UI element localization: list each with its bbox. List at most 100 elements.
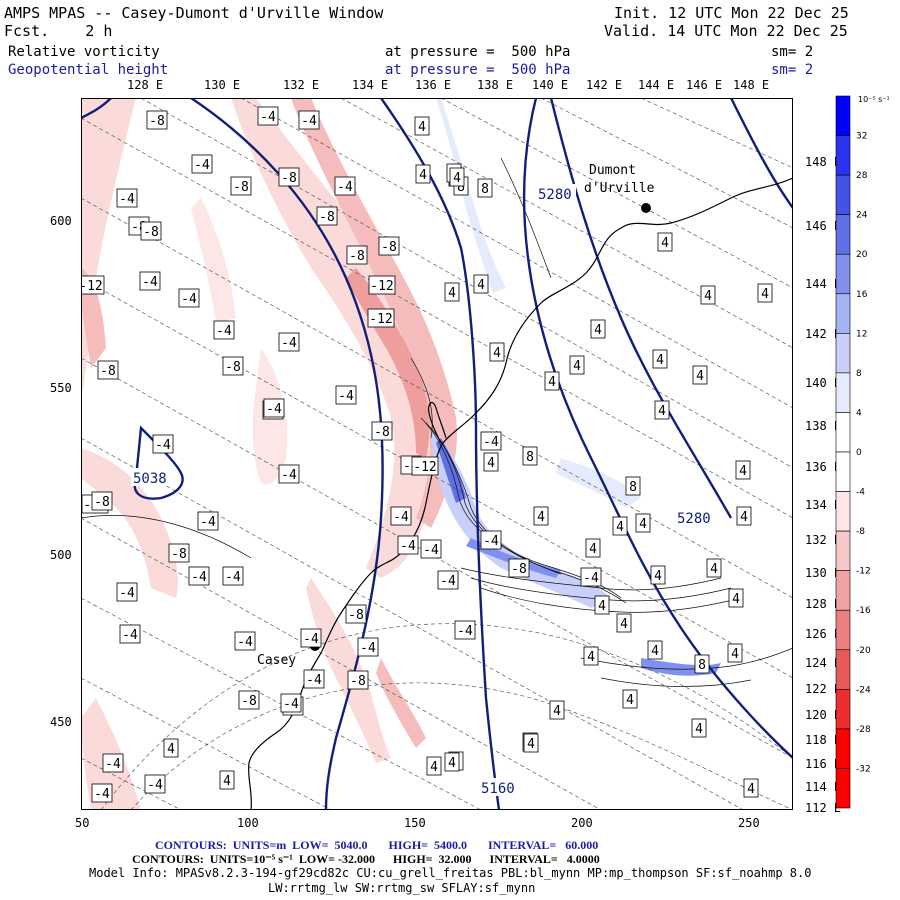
colorbar-swatch xyxy=(835,293,851,334)
svg-text:4: 4 xyxy=(639,517,647,532)
vorticity-contour-label: 4 xyxy=(473,274,489,294)
vorticity-contour-label: -8 xyxy=(346,245,368,265)
forecast-hour: Fcst. 2 h xyxy=(4,22,113,40)
right-lon-label: 124 E xyxy=(805,656,842,670)
top-lon-label: 146 E xyxy=(686,78,723,92)
model-info: Model Info: MPASv8.2.3-194-gf29cd82c CU:… xyxy=(89,866,812,880)
y-tick-label: 450 xyxy=(50,715,72,729)
right-lon-label: 140 E xyxy=(805,376,842,390)
svg-text:-8: -8 xyxy=(100,364,116,379)
top-lon-label: 138 E xyxy=(477,78,514,92)
vorticity-contour-label: 4 xyxy=(728,588,744,608)
svg-text:4: 4 xyxy=(651,644,659,659)
right-lon-label: 116 E xyxy=(805,757,842,771)
svg-text:4: 4 xyxy=(658,404,666,419)
vorticity-contour-label: -4 xyxy=(191,154,213,174)
svg-text:-4: -4 xyxy=(191,570,207,585)
svg-text:-8: -8 xyxy=(350,674,366,689)
svg-text:4: 4 xyxy=(710,562,718,577)
right-lon-label: 126 E xyxy=(805,627,842,641)
colorbar-unit-label: 10⁻⁵ s⁻¹ xyxy=(858,95,890,104)
top-lon-label: 132 E xyxy=(283,78,320,92)
vorticity-contour-label: 4 xyxy=(583,646,599,666)
vorticity-contour-label: -8 xyxy=(230,176,252,196)
vorticity-contour-label: -4 xyxy=(390,506,412,526)
svg-text:-8: -8 xyxy=(241,694,257,709)
x-tick-label: 50 xyxy=(75,816,90,830)
svg-text:4: 4 xyxy=(731,647,739,662)
top-lon-label: 130 E xyxy=(204,78,241,92)
svg-text:-4: -4 xyxy=(583,571,599,586)
svg-text:4: 4 xyxy=(696,369,704,384)
svg-text:4: 4 xyxy=(654,569,662,584)
colorbar-tick-label: 28 xyxy=(856,171,868,181)
colorbar-tick-label: 32 xyxy=(856,132,867,142)
svg-text:4: 4 xyxy=(527,737,535,752)
vorticity-contour-label: 4 xyxy=(657,232,673,252)
dumont-station-marker xyxy=(641,203,651,213)
right-lon-label: 138 E xyxy=(805,419,842,433)
height-contour-info: CONTOURS: UNITS=m LOW= 5040.0 HIGH= 5400… xyxy=(155,838,599,852)
svg-text:-4: -4 xyxy=(483,534,499,549)
window-title: AMPS MPAS -- Casey-Dumont d'Urville Wind… xyxy=(4,4,384,22)
svg-text:-4: -4 xyxy=(225,570,241,585)
vorticity-contour-label: 4 xyxy=(414,116,430,136)
vorticity-contour-label: 8 xyxy=(694,654,710,674)
vorticity-contour-label: 4 xyxy=(654,400,670,420)
svg-text:4: 4 xyxy=(448,286,456,301)
svg-text:-8: -8 xyxy=(348,608,364,623)
svg-text:4: 4 xyxy=(493,346,501,361)
svg-text:-4: -4 xyxy=(155,438,171,453)
top-lon-label: 148 E xyxy=(733,78,770,92)
svg-text:-4: -4 xyxy=(266,402,282,417)
svg-text:-8: -8 xyxy=(349,249,365,264)
svg-text:4: 4 xyxy=(594,323,602,338)
vorticity-contour-label: 4 xyxy=(163,738,179,758)
right-lon-label: 122 E xyxy=(805,682,842,696)
vorticity-contour-label: 4 xyxy=(569,355,585,375)
svg-text:-4: -4 xyxy=(338,389,354,404)
svg-text:4: 4 xyxy=(448,756,456,771)
pressure-level-vorticity: at pressure = 500 hPa xyxy=(385,44,571,60)
vorticity-contour-label: -4 xyxy=(454,620,476,640)
right-lon-label: 132 E xyxy=(805,533,842,547)
vorticity-contour-label: -12 xyxy=(81,275,105,295)
y-tick-label: 500 xyxy=(50,548,72,562)
geopotential-height-contours xyxy=(81,98,793,810)
colorbar-swatch xyxy=(835,530,851,571)
vorticity-contour-label: -4 xyxy=(116,582,138,602)
vorticity-contour-label: 4 xyxy=(700,285,716,305)
svg-text:-8: -8 xyxy=(233,180,249,195)
y-tick-label: 600 xyxy=(50,214,72,228)
svg-text:4: 4 xyxy=(573,359,581,374)
vorticity-contour-label: 4 xyxy=(652,349,668,369)
vorticity-contour-label: 4 xyxy=(590,319,606,339)
svg-text:-4: -4 xyxy=(303,632,319,647)
smoothing-vorticity: sm= 2 xyxy=(771,44,814,60)
svg-text:-8: -8 xyxy=(281,171,297,186)
vorticity-contour-label: -4 xyxy=(278,464,300,484)
x-tick-label: 100 xyxy=(237,816,259,830)
svg-text:4: 4 xyxy=(537,510,545,525)
svg-text:-4: -4 xyxy=(440,574,456,589)
svg-text:-4: -4 xyxy=(260,110,276,125)
svg-text:-4: -4 xyxy=(337,180,353,195)
x-tick-label: 200 xyxy=(571,816,593,830)
colorbar-tick-label: 24 xyxy=(856,211,868,221)
right-lon-label: 148 E xyxy=(805,155,842,169)
svg-text:4: 4 xyxy=(223,774,231,789)
svg-text:-4: -4 xyxy=(483,435,499,450)
svg-text:-12: -12 xyxy=(81,279,103,294)
svg-text:4: 4 xyxy=(740,510,748,525)
vorticity-contour-label: 4 xyxy=(735,460,751,480)
svg-text:8: 8 xyxy=(481,182,489,197)
right-lon-label: 144 E xyxy=(805,277,842,291)
svg-text:4: 4 xyxy=(477,278,485,293)
svg-text:-8: -8 xyxy=(381,240,397,255)
vorticity-contour-label: -4 xyxy=(580,567,602,587)
svg-text:-8: -8 xyxy=(171,547,187,562)
vorticity-contour-label: 4 xyxy=(727,643,743,663)
colorbar-swatch xyxy=(835,451,851,492)
vorticity-contour-label: -8 xyxy=(140,221,162,241)
colorbar-tick-label: 8 xyxy=(856,369,862,379)
